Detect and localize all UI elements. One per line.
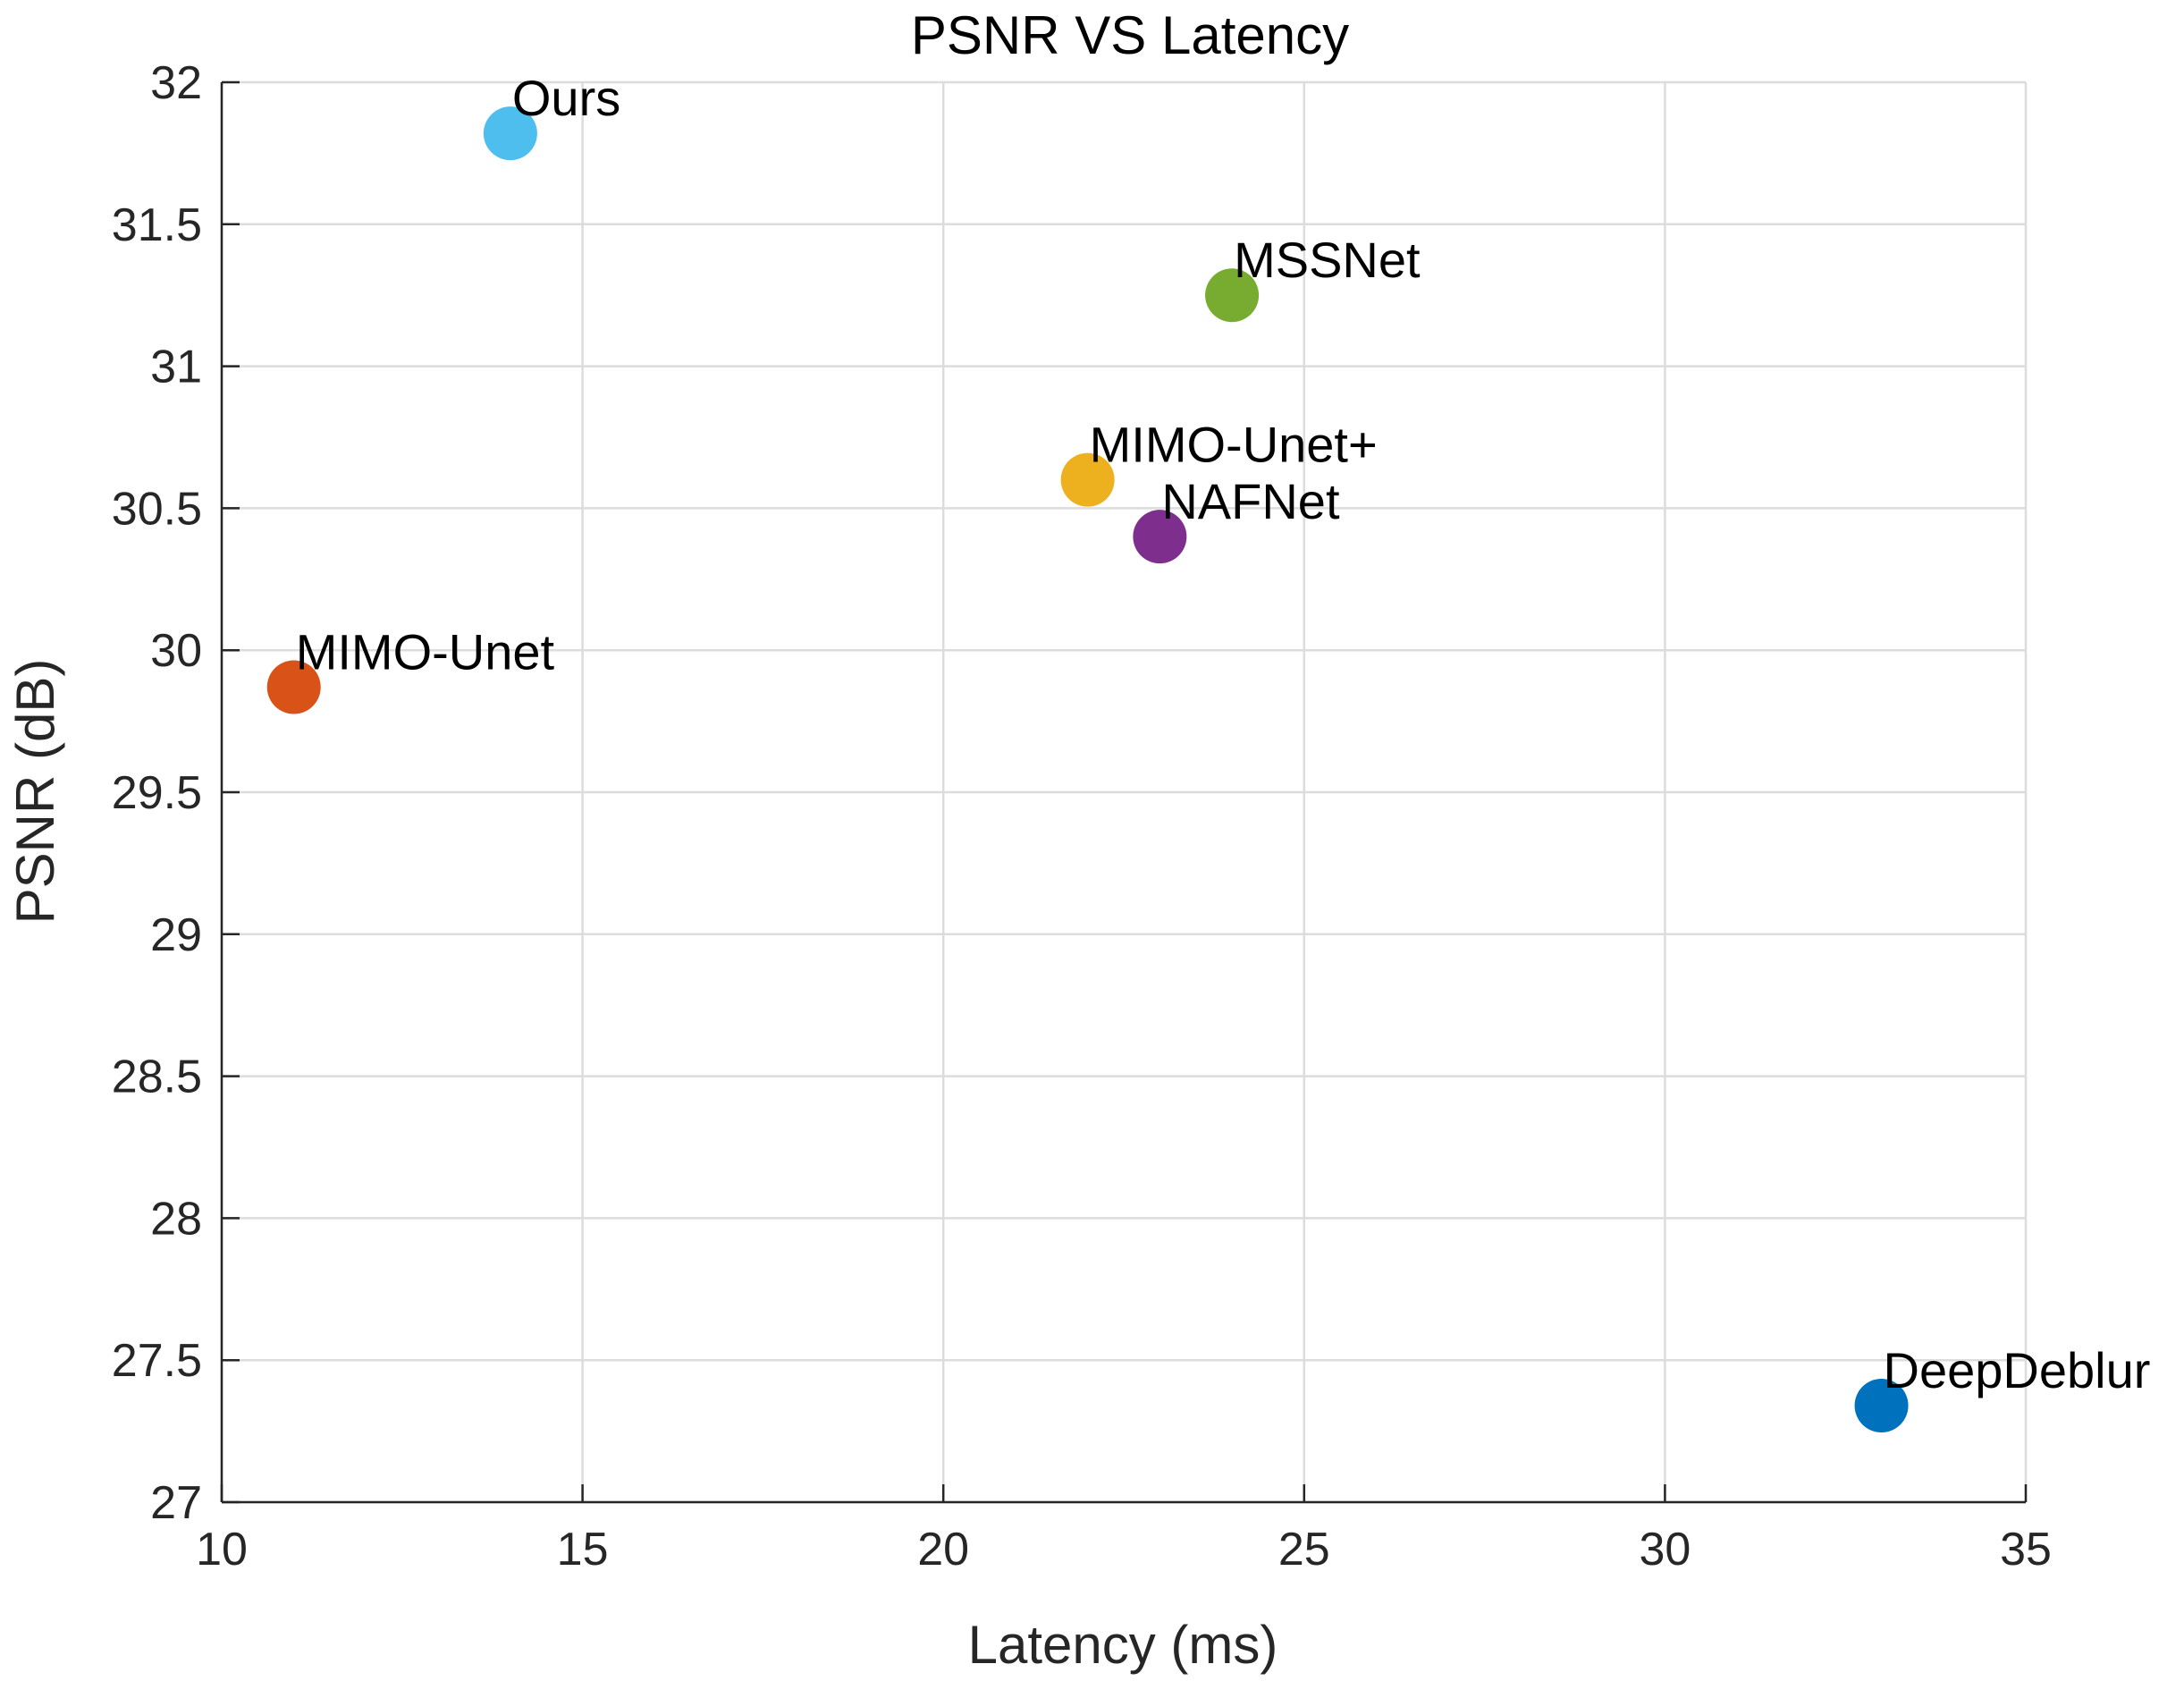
y-tick-label-7: 30.5 xyxy=(112,483,202,535)
point-label-nafnet: NAFNet xyxy=(1161,473,1340,529)
y-axis-label: PSNR (dB) xyxy=(5,659,65,925)
x-tick-label-3: 25 xyxy=(1278,1524,1330,1575)
chart-title: PSNR VS Latency xyxy=(911,5,1349,65)
x-axis-ticks: 10 15 20 25 30 35 xyxy=(196,1484,2052,1575)
data-point-mimo-unet xyxy=(1060,452,1115,507)
point-label-deepdeblur: DeepDeblur xyxy=(1884,1342,2151,1398)
y-axis-ticks: 27 27.5 28 28.5 29 29.5 30 30.5 31 31.5 32 xyxy=(112,57,240,1529)
y-tick-label-4: 29 xyxy=(150,909,202,961)
point-label-ours: Ours xyxy=(512,70,620,126)
y-tick-label-2: 28 xyxy=(150,1193,202,1245)
y-tick-label-0: 27 xyxy=(150,1477,202,1529)
y-tick-label-5: 29.5 xyxy=(112,767,202,819)
point-label-mssnet: MSSNet xyxy=(1234,232,1421,288)
point-label-mimo-unet: MIMO-Unet+ xyxy=(1090,417,1378,473)
data-point-ours xyxy=(483,106,537,161)
y-tick-label-6: 30 xyxy=(150,625,202,677)
data-point-mimo-unet xyxy=(266,660,321,714)
y-tick-label-1: 27.5 xyxy=(112,1335,202,1387)
point-label-mimo-unet: MIMO-Unet xyxy=(296,623,555,680)
x-tick-label-4: 30 xyxy=(1639,1524,1691,1575)
point-labels: Ours MSSNet MIMO-Unet+NAFNet MIMO-Unet DeepD… xyxy=(296,70,2151,1398)
y-tick-label-8: 31 xyxy=(150,342,202,393)
x-tick-label-1: 15 xyxy=(557,1524,609,1575)
y-tick-label-3: 28.5 xyxy=(112,1052,202,1103)
y-tick-label-9: 31.5 xyxy=(112,199,202,251)
grid xyxy=(220,80,2028,1504)
x-tick-label-0: 10 xyxy=(196,1524,248,1575)
x-tick-label-2: 20 xyxy=(917,1524,969,1575)
data-points xyxy=(266,106,1909,1433)
y-tick-label-10: 32 xyxy=(150,57,202,109)
x-tick-label-5: 35 xyxy=(2000,1524,2052,1575)
data-point-mssnet xyxy=(1205,268,1260,323)
data-point-deepdeblur xyxy=(1854,1379,1909,1433)
x-axis-label: Latency (ms) xyxy=(968,1615,1278,1675)
data-point-nafnet xyxy=(1133,510,1187,564)
